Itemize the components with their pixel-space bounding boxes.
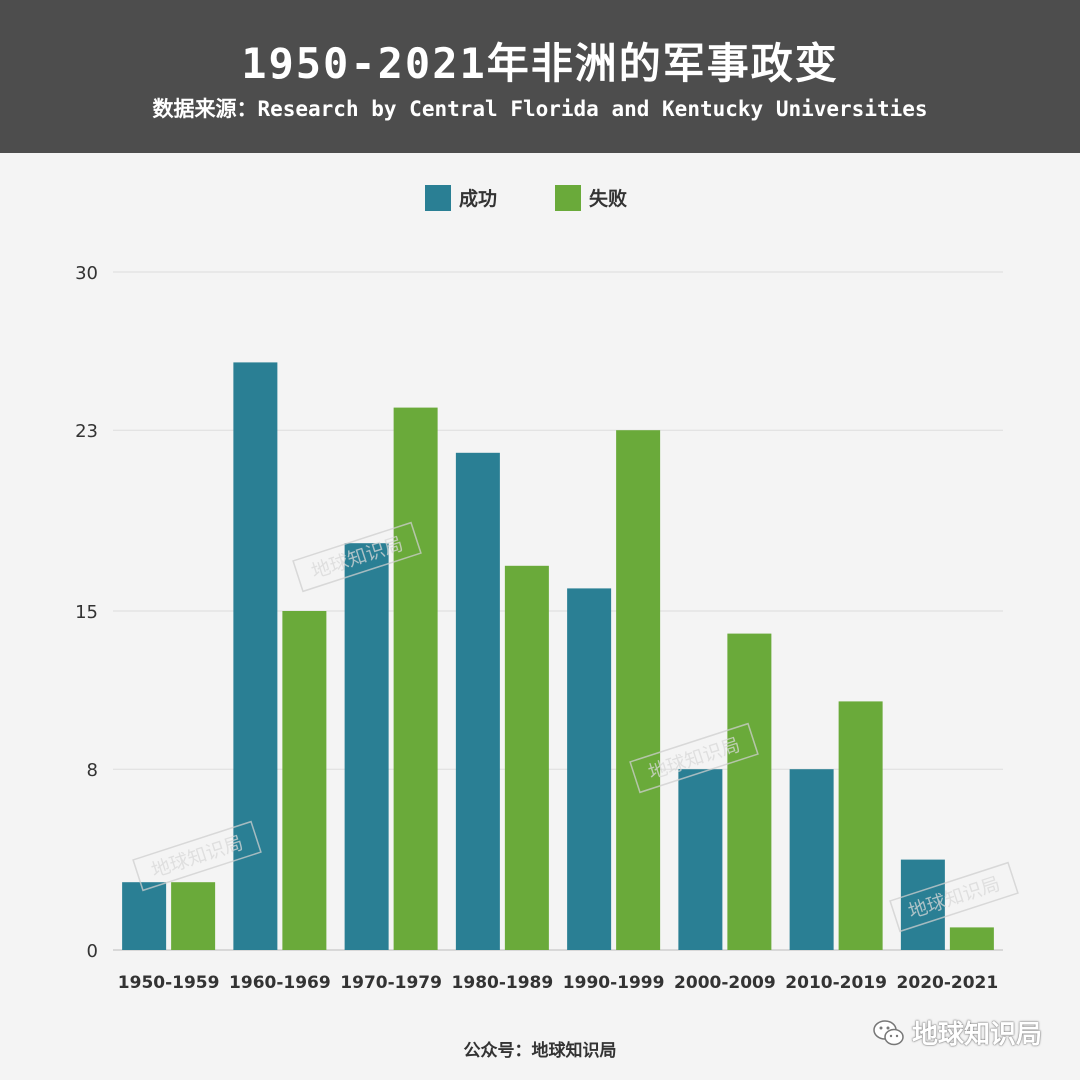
chart-subtitle: 数据来源：Research by Central Florida and Ken…: [152, 97, 928, 121]
legend-item-failure: 失败: [555, 184, 627, 211]
legend-swatch-success: [425, 184, 451, 211]
x-tick-label: 1950-1959: [118, 973, 220, 993]
x-tick-label: 2010-2019: [785, 973, 887, 993]
y-tick-label: 23: [75, 421, 98, 442]
bar-success-2020-2021: [900, 859, 945, 950]
wechat-badge: 地球知识局: [872, 1014, 1042, 1051]
legend: 成功 失败: [0, 184, 1080, 212]
y-tick-label: 8: [87, 760, 98, 781]
bar-failure-1960-1969: [282, 611, 327, 950]
bar-success-1970-1979: [344, 543, 389, 950]
bar-success-1990-1999: [567, 588, 612, 950]
x-tick-label: 2000-2009: [674, 973, 776, 993]
bar-success-1980-1989: [455, 452, 500, 950]
wechat-label: 地球知识局: [911, 1020, 1042, 1050]
legend-swatch-failure: [555, 184, 581, 211]
y-tick-label: 30: [75, 263, 98, 284]
wechat-icon: [873, 1019, 904, 1045]
bar-failure-1970-1979: [393, 407, 438, 951]
bar-failure-2000-2009: [727, 633, 772, 950]
y-tick-label: 15: [75, 602, 98, 623]
chart-title: 1950-2021年非洲的军事政变: [241, 39, 839, 88]
x-tick-label: 1980-1989: [452, 973, 554, 993]
bar-failure-1990-1999: [616, 430, 661, 950]
bar-success-2010-2019: [789, 769, 834, 950]
bar-success-1960-1969: [233, 362, 278, 950]
x-tick-label: 1960-1969: [229, 973, 331, 993]
legend-label-success: 成功: [459, 188, 498, 210]
header-banner: 1950-2021年非洲的军事政变 数据来源：Research by Centr…: [0, 0, 1080, 153]
footer-credit: 公众号：地球知识局: [463, 1041, 617, 1061]
bar-failure-2020-2021: [949, 927, 994, 950]
y-tick-label: 0: [87, 941, 98, 962]
legend-label-failure: 失败: [589, 188, 628, 210]
bar-failure-2010-2019: [838, 701, 883, 950]
bar-success-2000-2009: [678, 769, 723, 950]
bar-success-1950-1959: [122, 882, 167, 950]
x-tick-label: 1970-1979: [340, 973, 442, 993]
x-tick-label: 2020-2021: [897, 973, 999, 993]
legend-item-success: 成功: [425, 184, 497, 211]
bar-failure-1980-1989: [504, 565, 549, 950]
bar-failure-1950-1959: [171, 882, 216, 950]
x-tick-label: 1990-1999: [563, 973, 665, 993]
